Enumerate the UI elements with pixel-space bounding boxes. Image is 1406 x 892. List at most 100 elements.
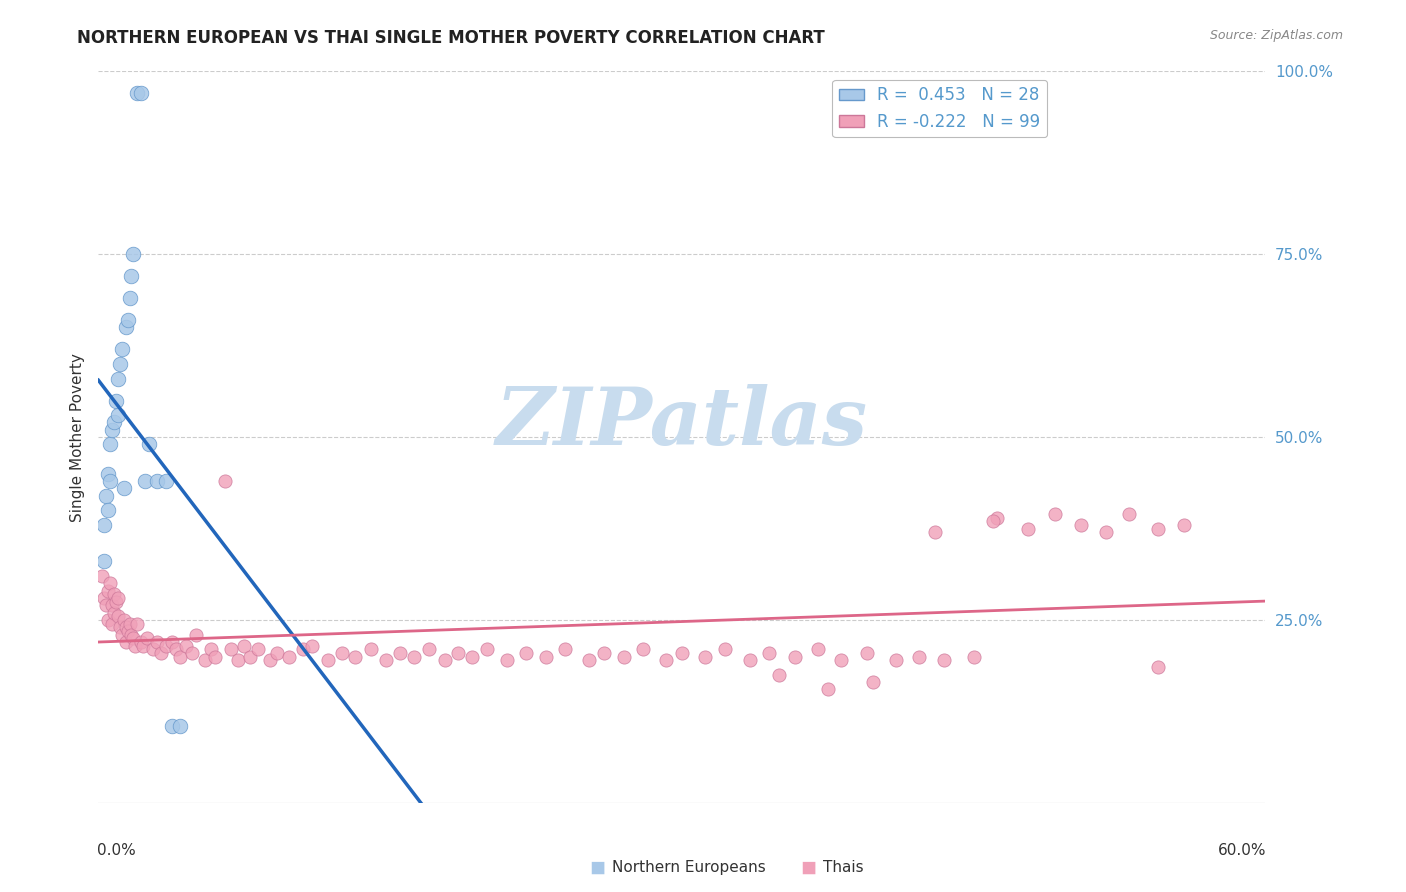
Point (783, 649, 806, 664)
Point (204, 649, 226, 664)
Point (1017, 521, 1039, 535)
Point (855, 646, 877, 660)
Point (713, 642, 735, 657)
Point (129, 87, 152, 101)
Point (108, 620, 131, 634)
Point (655, 653, 678, 667)
Text: NORTHERN EUROPEAN VS THAI SINGLE MOTHER POVERTY CORRELATION CHART: NORTHERN EUROPEAN VS THAI SINGLE MOTHER … (77, 29, 825, 46)
Point (1147, 521, 1170, 535)
Point (165, 642, 187, 657)
Point (214, 474, 236, 488)
Point (862, 675, 884, 690)
Point (127, 616, 149, 631)
Point (169, 649, 191, 664)
Point (91, 569, 114, 583)
Y-axis label: Single Mother Poverty: Single Mother Poverty (69, 352, 84, 522)
Point (114, 620, 136, 634)
Point (96, 489, 118, 503)
Point (108, 357, 131, 371)
Point (239, 649, 262, 664)
Point (934, 653, 956, 667)
Point (496, 653, 519, 667)
Point (433, 653, 456, 667)
Point (103, 416, 125, 430)
Point (986, 510, 1008, 524)
Point (200, 642, 222, 657)
Point (129, 635, 152, 649)
Point (758, 646, 780, 660)
Point (107, 371, 129, 385)
Point (515, 646, 537, 660)
Point (169, 719, 191, 733)
Point (330, 646, 353, 660)
Point (127, 87, 149, 101)
Point (111, 343, 134, 357)
Point (136, 632, 159, 646)
Point (316, 653, 339, 667)
Point (884, 653, 907, 667)
Point (194, 653, 217, 667)
Point (124, 639, 146, 653)
Point (146, 474, 169, 488)
Point (578, 653, 600, 667)
Text: Northern Europeans: Northern Europeans (612, 860, 765, 874)
Point (96, 599, 118, 613)
Point (134, 474, 156, 488)
Point (807, 642, 830, 657)
Point (97, 613, 120, 627)
Point (132, 639, 155, 653)
Text: ZIPatlas: ZIPatlas (496, 384, 868, 461)
Point (184, 627, 207, 641)
Point (93, 517, 115, 532)
Point (291, 642, 314, 657)
Point (301, 639, 323, 653)
Point (447, 646, 470, 660)
Point (830, 653, 852, 667)
Point (388, 646, 411, 660)
Point (534, 649, 557, 664)
Point (278, 649, 301, 664)
Point (1173, 517, 1195, 532)
Point (146, 635, 169, 649)
Point (593, 646, 616, 660)
Point (246, 642, 269, 657)
Point (122, 247, 145, 261)
Point (461, 649, 484, 664)
Point (98, 576, 121, 591)
Text: ◼: ◼ (800, 857, 817, 877)
Point (118, 291, 141, 305)
Point (149, 646, 172, 660)
Point (228, 653, 250, 667)
Point (233, 639, 256, 653)
Point (962, 649, 984, 664)
Point (981, 514, 1004, 528)
Text: ◼: ◼ (589, 857, 606, 877)
Point (738, 653, 761, 667)
Point (418, 642, 440, 657)
Point (103, 587, 125, 601)
Point (122, 632, 145, 646)
Point (344, 649, 367, 664)
Point (180, 646, 202, 660)
Point (101, 423, 124, 437)
Point (155, 639, 177, 653)
Text: 0.0%: 0.0% (97, 843, 136, 858)
Point (121, 269, 143, 284)
Point (142, 642, 165, 657)
Point (138, 437, 160, 451)
Point (118, 616, 141, 631)
Point (121, 627, 143, 641)
Point (817, 682, 839, 697)
Point (117, 313, 139, 327)
Point (93, 591, 115, 605)
Point (98, 474, 121, 488)
Point (97, 583, 120, 598)
Point (104, 594, 127, 608)
Point (155, 474, 177, 488)
Point (107, 591, 129, 605)
Point (477, 642, 499, 657)
Point (768, 667, 790, 681)
Text: Thais: Thais (823, 860, 863, 874)
Point (219, 642, 242, 657)
Point (174, 639, 197, 653)
